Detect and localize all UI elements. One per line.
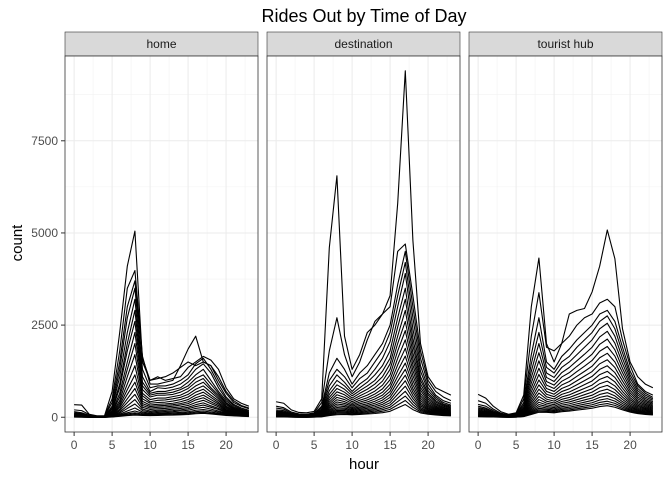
- facet-panel-1: destination 0 5 10 15 20: [266, 31, 461, 452]
- series-line: [276, 243, 452, 415]
- x-tick-label: 20: [421, 438, 435, 452]
- x-tick-label: 0: [475, 438, 482, 452]
- x-tick-label: 5: [109, 438, 116, 452]
- series-line: [478, 405, 653, 418]
- facet-strip-label: destination: [334, 37, 392, 51]
- x-tick-label: 10: [547, 438, 561, 452]
- panel-border: [64, 55, 259, 433]
- y-tick-label: 2500: [31, 318, 58, 332]
- x-tick-label: 10: [345, 438, 359, 452]
- y-tick-label: 5000: [31, 226, 58, 240]
- series-line: [477, 229, 654, 415]
- x-tick-label: 0: [273, 438, 280, 452]
- x-tick-label: 15: [181, 438, 195, 452]
- facet-panel-2: tourist hub 0 5 10 15 20: [468, 31, 663, 452]
- panel-border: [266, 55, 461, 433]
- x-tick-label: 20: [219, 438, 233, 452]
- plot-background: [469, 56, 662, 432]
- y-axis-ticks: 0 2500 5000 7500: [31, 134, 65, 424]
- x-tick-label: 15: [585, 438, 599, 452]
- facet-strip: [64, 31, 259, 57]
- plot-background: [65, 56, 258, 432]
- panel-border: [468, 55, 663, 433]
- x-tick-label: 15: [383, 438, 397, 452]
- series-line: [74, 412, 249, 418]
- facet-strip: [468, 31, 663, 57]
- x-tick-label: 0: [71, 438, 78, 452]
- facet-strip-label: tourist hub: [537, 37, 593, 51]
- facet-strip: [266, 31, 461, 57]
- x-axis-label: hour: [349, 456, 379, 473]
- x-tick-label: 10: [143, 438, 157, 452]
- chart-title: Rides Out by Time of Day: [261, 6, 466, 26]
- series-line: [276, 403, 451, 418]
- y-tick-label: 7500: [31, 134, 58, 148]
- x-tick-label: 20: [623, 438, 637, 452]
- facet-panel-0: home 0 5 10 15 20: [64, 31, 259, 452]
- series-line: [276, 70, 452, 414]
- y-tick-label: 0: [51, 410, 58, 424]
- x-tick-label: 5: [513, 438, 520, 452]
- x-tick-label: 5: [311, 438, 318, 452]
- y-axis-label: count: [9, 224, 26, 262]
- facet-strip-label: home: [146, 37, 176, 51]
